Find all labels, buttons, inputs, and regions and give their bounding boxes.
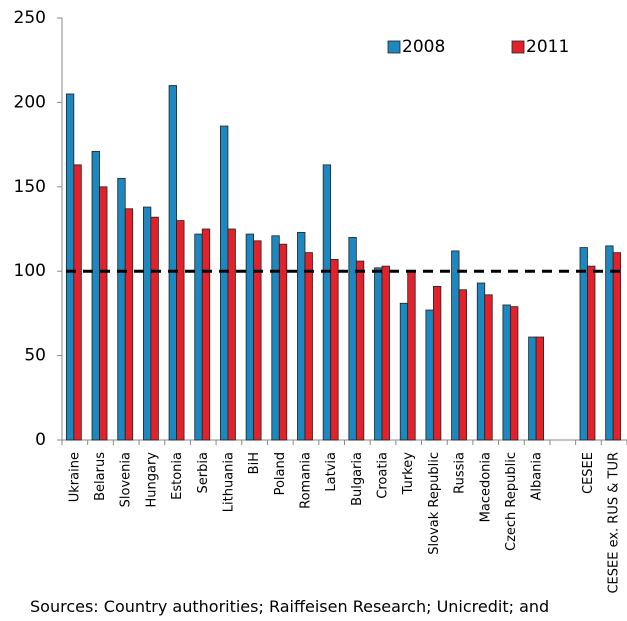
bar (381, 265, 390, 441)
x-tick-label: Macedonia (478, 452, 493, 522)
bar (432, 285, 442, 441)
x-tick-label: Romania (298, 452, 313, 509)
x-tick-label: Estonia (170, 452, 185, 500)
bar (150, 216, 159, 441)
legend-label: 2011 (526, 37, 569, 57)
x-tick-label: Albania (530, 452, 545, 501)
y-tick-label: 150 (14, 177, 46, 197)
bar (220, 125, 229, 441)
bar (227, 228, 236, 441)
bar (168, 85, 177, 441)
x-tick-label: Turkey (401, 452, 416, 496)
x-tick-label: BiH (247, 452, 262, 474)
x-tick-label: Czech Republic (504, 452, 519, 551)
bar (579, 247, 588, 441)
bar (374, 267, 383, 441)
bar (612, 252, 622, 441)
x-tick-label: Croatia (376, 452, 391, 499)
bar (278, 243, 288, 441)
x-tick-label: Serbia (196, 452, 211, 493)
y-tick-label: 250 (14, 8, 46, 28)
bar (304, 252, 313, 441)
bar (297, 231, 306, 441)
bar (605, 245, 614, 441)
bar (502, 304, 511, 441)
bar (510, 306, 519, 441)
bar (65, 93, 75, 441)
bar (484, 294, 493, 441)
bar (73, 164, 82, 441)
y-tick-label: 200 (14, 92, 46, 112)
bar (355, 260, 365, 441)
x-tick-label: Hungary (144, 452, 159, 508)
legend-swatch (387, 40, 401, 54)
x-tick-label: CESEE (581, 452, 596, 494)
x-tick-label: Slovak Republic (427, 452, 442, 555)
y-tick-label: 50 (24, 346, 46, 366)
bar (458, 289, 467, 441)
y-tick-label: 100 (14, 261, 46, 281)
bar (476, 282, 486, 441)
x-tick-label: Lithuania (221, 452, 236, 512)
x-tick-label: Russia (453, 452, 468, 494)
x-tick-label: Poland (273, 452, 288, 495)
bar (142, 206, 152, 441)
x-tick-label: CESEE ex. RUS & TUR (607, 452, 622, 594)
x-tick-label: Bulgaria (350, 452, 365, 506)
x-tick-label: Slovenia (119, 452, 134, 507)
bar (528, 336, 537, 441)
bar (245, 233, 255, 441)
bar (91, 150, 100, 441)
bar (535, 336, 545, 441)
bar (425, 309, 434, 441)
bar (587, 265, 596, 441)
x-tick-label: Latvia (324, 452, 339, 492)
bar (348, 237, 357, 441)
bar (253, 240, 262, 441)
bar (124, 208, 134, 441)
bar (322, 164, 332, 441)
bar (330, 258, 339, 441)
source-note: Sources: Country authorities; Raiffeisen… (30, 597, 549, 616)
bar (194, 233, 203, 441)
bar (451, 250, 460, 441)
bar (201, 228, 211, 441)
bar (399, 302, 409, 441)
bar (117, 177, 126, 441)
bar (407, 270, 416, 441)
y-tick-label: 0 (35, 430, 46, 450)
x-tick-label: Belarus (93, 452, 108, 501)
legend-swatch (511, 40, 525, 54)
bar (176, 220, 185, 441)
legend-label: 2008 (402, 37, 445, 57)
bar (99, 186, 108, 441)
bar (271, 235, 280, 441)
x-tick-label: Ukraine (67, 452, 82, 502)
